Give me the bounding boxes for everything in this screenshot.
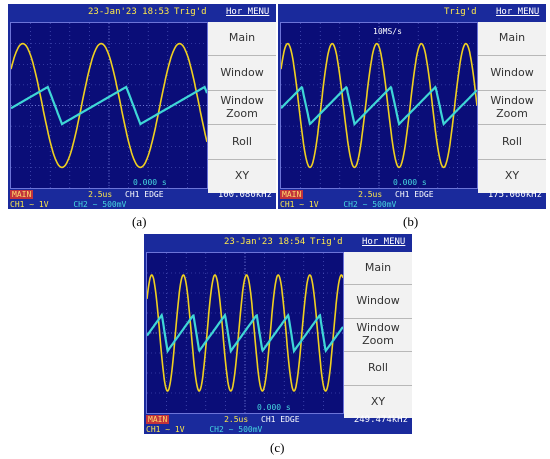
menu-item-window-zoom[interactable]: Window Zoom [344,319,412,353]
trigger-source: CH1 EDGE [395,190,434,199]
scope-topbar: Trig'd Hor MENU [278,4,546,22]
menu-item-window[interactable]: Window [344,285,412,319]
trigger-source: CH1 EDGE [125,190,164,199]
date-label: 23-Jan'23 18:53 [88,7,170,17]
hor-menu-title: Hor MENU [496,7,540,17]
caption-a: (a) [132,214,147,229]
menu-item-xy[interactable]: XY [370,394,386,408]
menu-item-xy[interactable]: XY [504,169,520,182]
timebase: 2.5us [88,190,113,199]
scope-topbar: 23-Jan'23 18:53 Trig'd Hor MENU [8,4,276,22]
status-line-1: MAIN 2.5us CH1 EDGE [280,190,434,199]
trigger-source: CH1 EDGE [261,415,300,424]
waveform-ch1 [281,42,477,169]
frequency-readout: 175.060kHz [487,190,542,200]
scope-screen: 10MS/s 0.000 s [280,22,478,189]
waveform-plot [147,253,343,413]
menu-item-roll[interactable]: Roll [478,125,546,160]
frequency-readout: 100.080kHz [217,190,272,200]
ch2-scale: CH2 ~ 500mV [209,425,263,434]
waveform-ch1 [11,42,207,169]
menu-item-roll[interactable]: Roll [208,125,276,160]
menu-item-main[interactable]: Main [208,22,276,57]
ch2-scale: CH2 ~ 500mV [73,200,127,209]
waveform-ch1 [147,274,343,392]
waveform-ch2 [147,312,343,354]
waveform-plot [11,23,207,188]
status-line-1: MAIN 2.5us CH1 EDGE [10,190,164,199]
hor-menu-title: Hor MENU [226,7,270,17]
trig-status: Trig'd [310,237,343,247]
status-line-2: CH1 ~ 1V CH2 ~ 500mV [280,200,396,209]
scope-screen: 0.000 s [10,22,208,189]
scope-panel-a: 23-Jan'23 18:53 Trig'd Hor MENU 0.000 s … [8,4,276,209]
scope-screen: 0.000 s [146,252,344,414]
hor-menu: Main Window Window Zoom Roll XY [478,22,546,193]
caption-b: (b) [403,214,419,229]
frequency-readout: 249.474kHz [353,415,408,425]
hor-menu: Main Window Window Zoom Roll XY [344,252,412,418]
main-badge: MAIN [146,415,170,424]
menu-item-window[interactable]: Window [478,56,546,91]
menu-item-main[interactable]: Main [344,252,412,286]
main-badge: MAIN [280,190,304,199]
status-line-2: CH1 ~ 1V CH2 ~ 500mV [10,200,126,209]
hor-menu: Main Window Window Zoom Roll XY [208,22,276,193]
menu-item-main[interactable]: Main [478,22,546,57]
caption-c: (c) [270,440,285,455]
menu-item-xy[interactable]: XY [234,169,250,182]
time-position: 0.000 s [391,178,429,187]
waveform-ch2 [11,85,207,126]
ch1-scale: CH1 ~ 1V [10,200,49,209]
waveform-ch2 [281,85,477,127]
time-position: 0.000 s [255,403,293,412]
status-line-2: CH1 ~ 1V CH2 ~ 500mV [146,425,262,434]
ch1-scale: CH1 ~ 1V [146,425,185,434]
menu-item-window-zoom[interactable]: Window Zoom [208,91,276,126]
main-badge: MAIN [10,190,34,199]
scope-panel-b: Trig'd Hor MENU 10MS/s 0.000 s Main Wind… [278,4,546,209]
hor-menu-title: Hor MENU [362,237,406,247]
trig-status: Trig'd [174,7,207,17]
timebase: 2.5us [224,415,249,424]
sample-rate: 10MS/s [371,27,404,36]
trig-status: Trig'd [444,7,477,17]
waveform-plot [281,23,477,188]
status-line-1: MAIN 2.5us CH1 EDGE [146,415,300,424]
ch1-scale: CH1 ~ 1V [280,200,319,209]
time-position: 0.000 s [131,178,169,187]
scope-topbar: 23-Jan'23 18:54 Trig'd Hor MENU [144,234,412,252]
date-label: 23-Jan'23 18:54 [224,237,306,247]
menu-item-window-zoom[interactable]: Window Zoom [478,91,546,126]
menu-item-window[interactable]: Window [208,56,276,91]
scope-panel-c: 23-Jan'23 18:54 Trig'd Hor MENU 0.000 s … [144,234,412,434]
menu-item-roll[interactable]: Roll [344,352,412,386]
timebase: 2.5us [358,190,383,199]
ch2-scale: CH2 ~ 500mV [343,200,397,209]
